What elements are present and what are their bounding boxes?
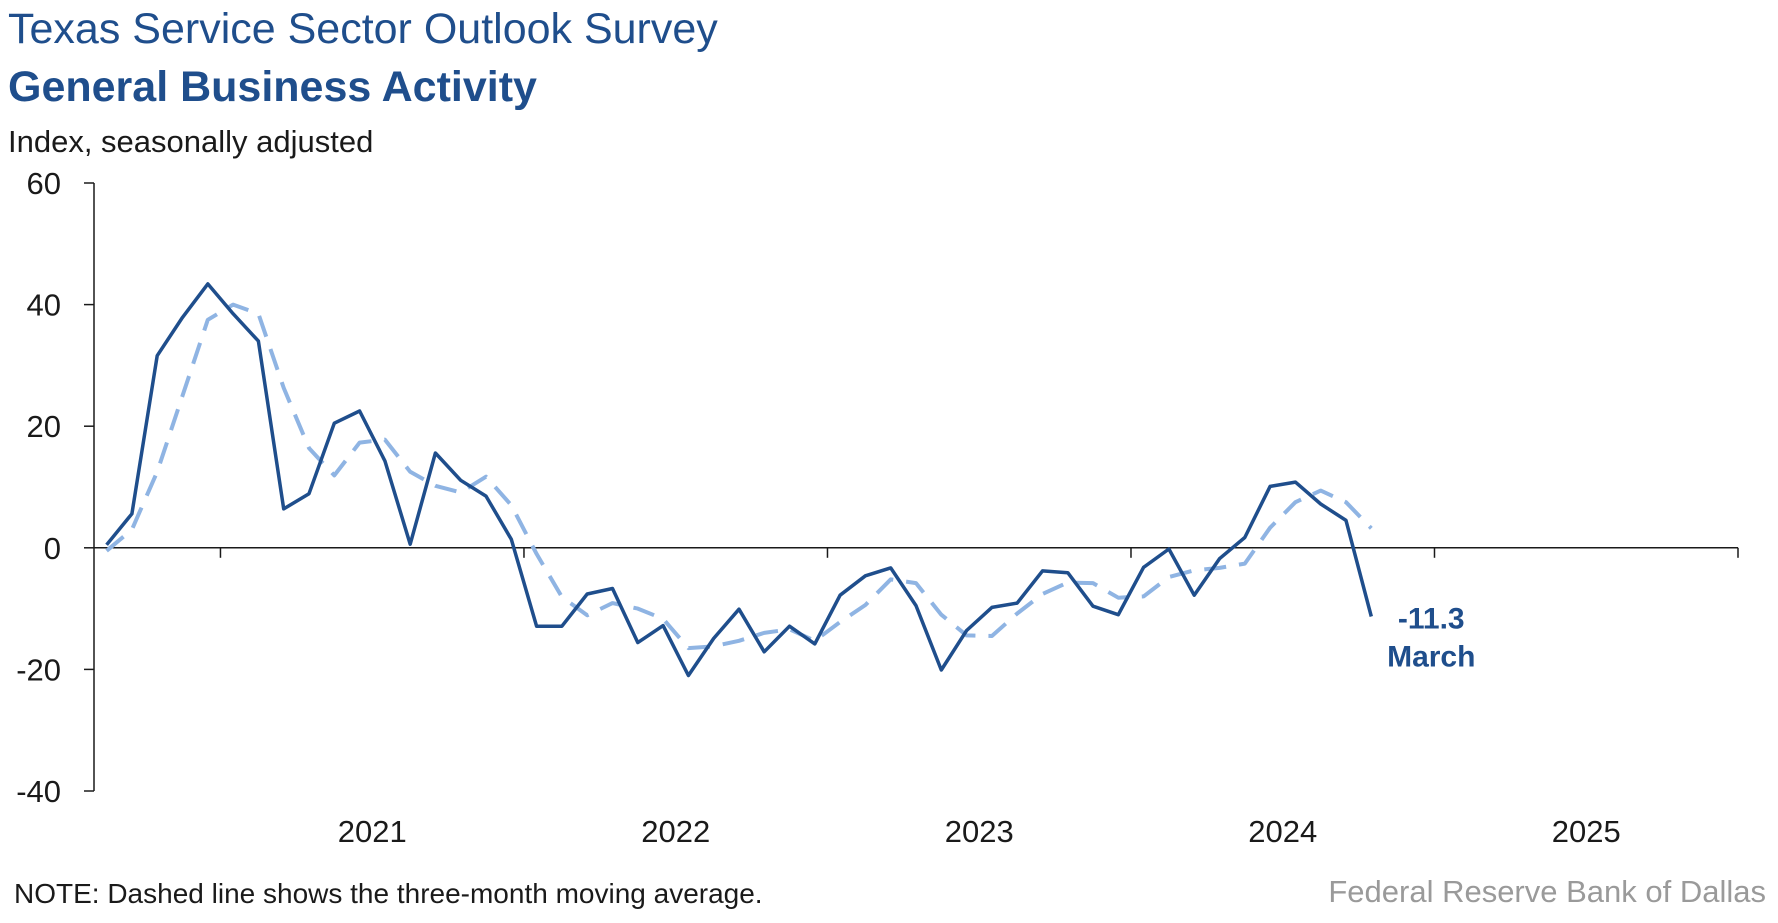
latest-month-label: March: [1387, 641, 1475, 674]
moving-average-line: [105, 302, 1373, 651]
x-tick-label: 2024: [1248, 814, 1317, 849]
y-tick-label: -40: [16, 774, 61, 809]
y-tick-label: 20: [27, 409, 61, 444]
x-tick-label: 2023: [945, 814, 1014, 849]
footnote: NOTE: Dashed line shows the three-month …: [14, 878, 763, 909]
latest-value-label: -11.3: [1398, 603, 1465, 636]
y-tick-label: 40: [27, 288, 61, 323]
chart-subtitle: General Business Activity: [8, 63, 537, 111]
x-tick-label: 2025: [1552, 814, 1621, 849]
y-axis-units-label: Index, seasonally adjusted: [8, 124, 374, 159]
y-tick-label: -20: [16, 652, 61, 687]
index-line: [105, 282, 1373, 678]
y-tick-label: 60: [27, 166, 61, 201]
x-tick-label: 2021: [338, 814, 407, 849]
source-label: Federal Reserve Bank of Dallas: [1328, 874, 1766, 909]
chart-title: Texas Service Sector Outlook Survey: [8, 5, 718, 53]
x-tick-label: 2022: [641, 814, 710, 849]
y-tick-label: 0: [44, 531, 61, 566]
